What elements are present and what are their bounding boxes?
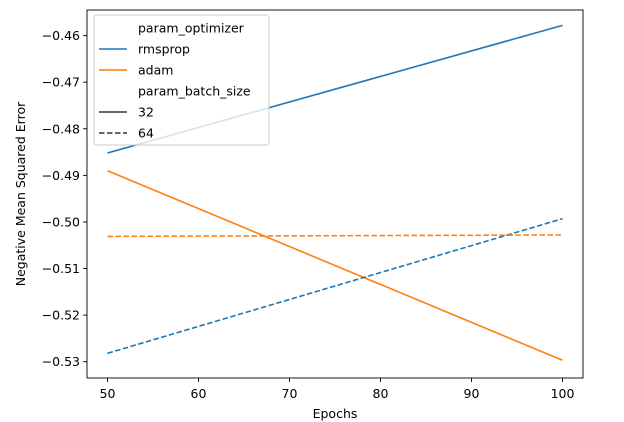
y-tick-label: −0.51 [42, 261, 80, 276]
x-axis-label: Epochs [313, 406, 358, 421]
legend-header: param_optimizer [138, 21, 245, 36]
series-line-adam-32 [107, 169, 563, 362]
x-tick-label: 80 [373, 386, 389, 401]
y-tick-label: −0.50 [42, 214, 80, 229]
axes-layer: 50 60 70 80 90 100 −0.46 −0.47 −0.48 −0.49 −0.50 −0… [42, 9, 584, 401]
legend-label: 64 [138, 126, 154, 141]
x-tick-label: 90 [464, 386, 480, 401]
y-tick-label: −0.46 [42, 28, 80, 43]
x-tick-label: 60 [191, 386, 207, 401]
x-tick-label: 70 [282, 386, 298, 401]
legend-box [93, 14, 270, 146]
y-tick-label: −0.49 [42, 168, 80, 183]
x-tick-label: 100 [551, 386, 575, 401]
legend-label: 32 [138, 105, 154, 120]
axes-frame [86, 9, 584, 379]
legend-label: rmsprop [138, 42, 190, 57]
series-line-rmsprop-64 [107, 217, 563, 355]
legend-label: adam [138, 63, 173, 78]
series-line-adam-64 [107, 234, 563, 238]
y-tick-label: −0.48 [42, 121, 80, 136]
y-tick-label: −0.53 [42, 354, 80, 369]
y-tick-label: −0.47 [42, 75, 80, 90]
y-tick-label: −0.52 [42, 308, 80, 323]
y-axis-label: Negative Mean Squared Error [13, 101, 28, 286]
legend-header: param_batch_size [138, 84, 251, 99]
x-tick-label: 50 [100, 386, 116, 401]
